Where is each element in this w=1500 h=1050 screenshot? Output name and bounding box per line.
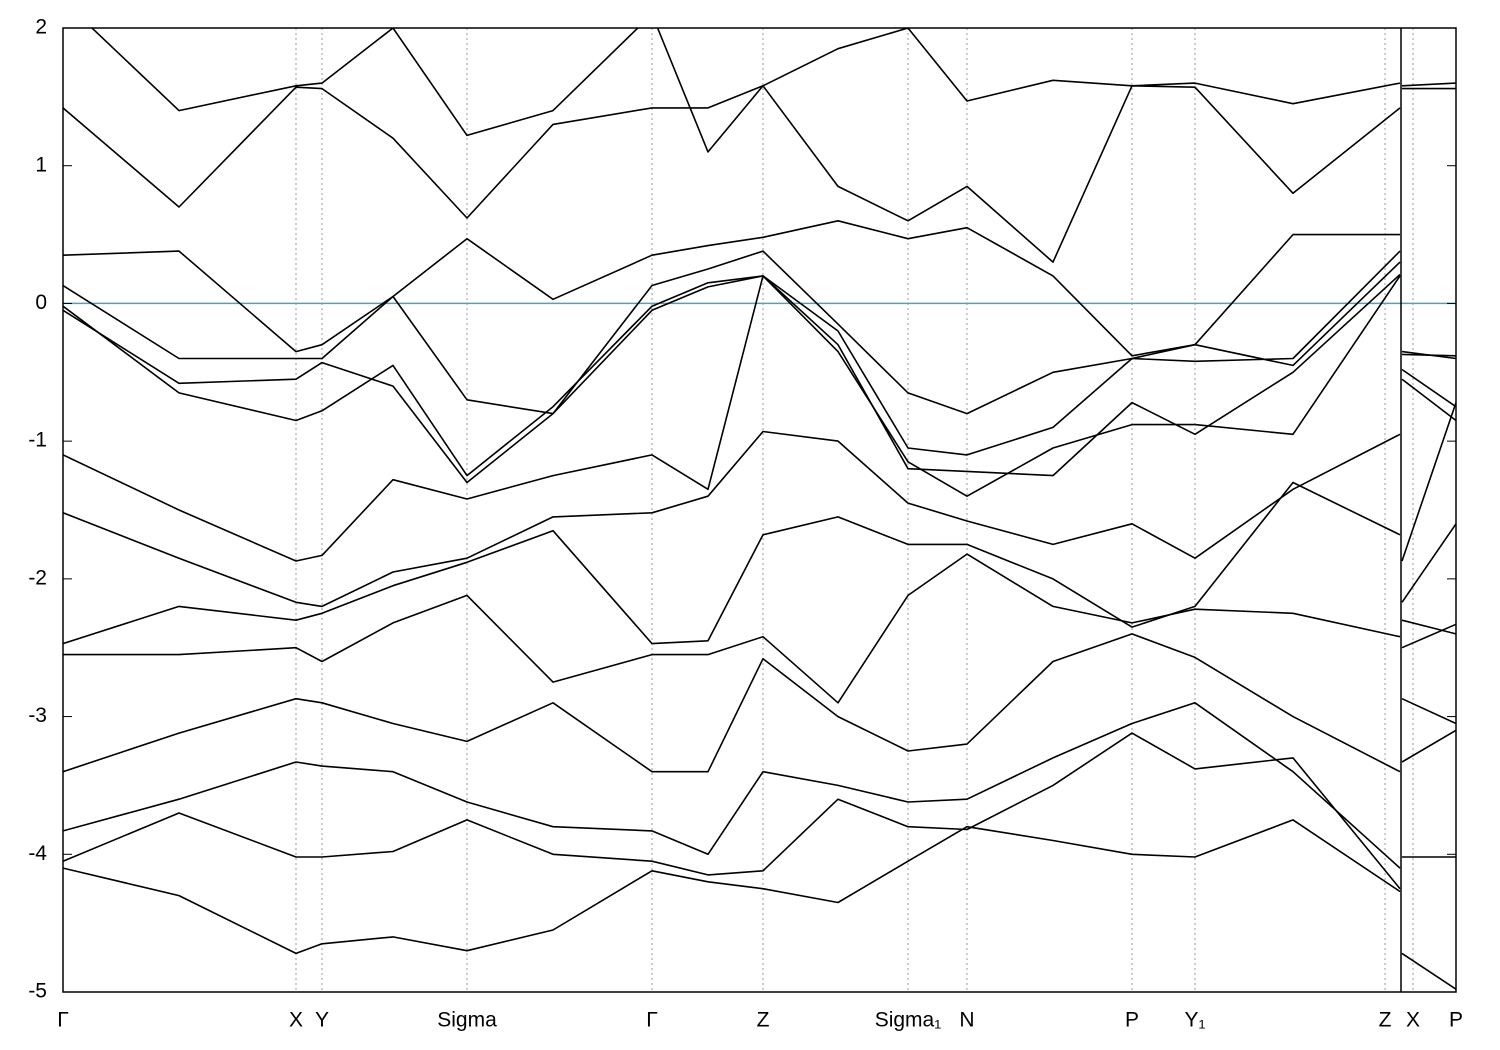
band: [90, 28, 1456, 153]
y-tick-label: -4: [28, 842, 47, 865]
x-tick-label: Sigma₁: [875, 1009, 942, 1032]
band: [63, 273, 1456, 484]
y-tick-label: 0: [35, 291, 47, 314]
band: [63, 732, 1456, 890]
x-tick-label: N: [959, 1009, 974, 1032]
band: [63, 261, 1456, 477]
y-tick-label: -1: [28, 429, 47, 452]
y-tick-label: 1: [35, 153, 47, 176]
x-tick-label: Sigma: [437, 1009, 497, 1032]
y-tick-label: 2: [35, 16, 47, 39]
band: [63, 85, 1456, 263]
axes: 210-1-2-3-4-5Γ X Y Sigma Γ Z Sigma₁ N P Y₁ Z X P: [28, 16, 1463, 1032]
y-tick-label: -2: [28, 566, 47, 589]
y-tick-label: -5: [28, 980, 47, 1003]
band: [63, 633, 1456, 773]
x-tick-label: X: [1406, 1009, 1420, 1032]
x-tick-label: Y₁: [1184, 1009, 1205, 1032]
band: [63, 430, 1456, 608]
x-tick-label: X: [289, 1009, 303, 1032]
y-tick-label: -3: [28, 704, 47, 727]
band: [63, 275, 1456, 562]
band: [63, 481, 1456, 645]
band: [63, 819, 1456, 990]
bands: [63, 28, 1456, 990]
x-tick-label: Γ: [57, 1009, 69, 1032]
plot-frame: [62, 27, 1457, 993]
band: [63, 702, 1456, 869]
x-tick-label: P: [1125, 1009, 1139, 1032]
x-tick-label: Z: [1379, 1009, 1392, 1032]
band: [63, 220, 1456, 357]
x-tick-label: Z: [757, 1009, 770, 1032]
x-tick-label: Γ: [646, 1009, 658, 1032]
x-tick-label: P: [1449, 1009, 1463, 1032]
x-tick-label: Y: [315, 1009, 329, 1032]
band: [63, 250, 1456, 415]
band: [63, 553, 1456, 704]
